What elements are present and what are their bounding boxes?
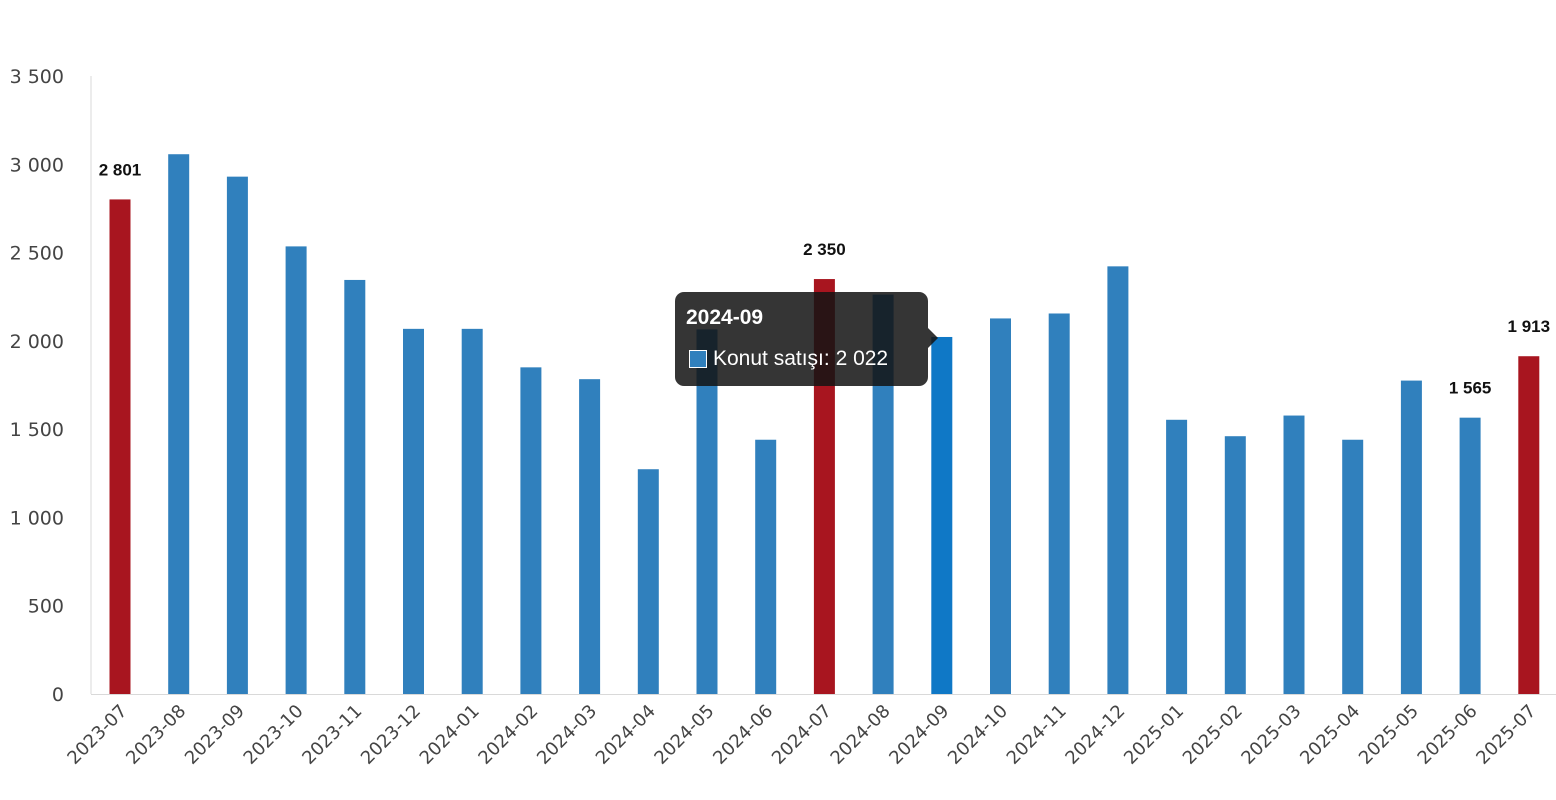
tooltip-arrow-icon [928, 328, 938, 348]
x-tick-label: 2024-06 [709, 701, 777, 769]
x-tick-label: 2023-08 [122, 701, 190, 769]
x-tick-label: 2025-01 [1120, 701, 1188, 769]
y-tick-label: 3 500 [10, 66, 64, 88]
bar-2025-01[interactable] [1166, 419, 1188, 694]
bar-2024-09[interactable] [931, 336, 953, 694]
y-axis: 0 500 1 000 1 500 2 000 2 500 3 000 3 500 [10, 66, 92, 706]
bar-2023-10[interactable] [285, 246, 307, 695]
x-tick-label: 2025-06 [1414, 701, 1482, 769]
x-tick-label: 2023-12 [357, 701, 425, 769]
x-tick-label: 2024-12 [1061, 701, 1129, 769]
bar-2025-02[interactable] [1224, 436, 1246, 694]
bar-2025-03[interactable] [1283, 415, 1305, 694]
x-tick-label: 2024-05 [650, 701, 718, 769]
tooltip-title: 2024-09 [686, 306, 764, 329]
bar-2025-04[interactable] [1342, 439, 1364, 694]
bar-2025-06[interactable] [1459, 417, 1481, 694]
bar-2023-08[interactable] [168, 154, 190, 695]
bars [109, 154, 1540, 695]
tooltip: 2024-09 Konut satışı: 2 022 [675, 292, 938, 386]
bar-2024-12[interactable] [1107, 266, 1129, 694]
bar-2024-02[interactable] [520, 367, 542, 694]
data-label: 1 565 [1449, 379, 1492, 398]
x-tick-label: 2024-08 [827, 701, 895, 769]
data-label: 2 801 [99, 160, 142, 179]
y-tick-label: 2 000 [10, 331, 64, 353]
bar-2023-12[interactable] [403, 328, 424, 694]
x-tick-label: 2025-05 [1355, 701, 1423, 769]
bar-2023-09[interactable] [226, 176, 248, 694]
x-tick-label: 2024-04 [592, 701, 660, 769]
y-tick-label: 0 [52, 684, 64, 706]
x-tick-label: 2024-02 [474, 701, 542, 769]
x-tick-label: 2023-11 [298, 701, 366, 769]
x-tick-label: 2025-02 [1179, 701, 1247, 769]
tooltip-row: Konut satışı: 2 022 [689, 347, 888, 371]
bar-2024-08[interactable] [872, 294, 894, 694]
bar-2024-01[interactable] [461, 328, 483, 694]
y-tick-label: 1 500 [10, 419, 64, 441]
tooltip-swatch-icon [689, 350, 707, 368]
x-tick-label: 2024-09 [885, 701, 953, 769]
x-tick-label: 2023-10 [240, 701, 308, 769]
bar-2024-03[interactable] [579, 379, 601, 694]
bar-2024-04[interactable] [637, 469, 659, 694]
bar-2024-06[interactable] [755, 439, 777, 694]
data-label: 2 350 [803, 240, 846, 259]
y-tick-label: 2 500 [10, 243, 64, 265]
x-tick-label: 2024-03 [533, 701, 601, 769]
bar-2024-05[interactable] [696, 329, 718, 694]
bar-2025-05[interactable] [1400, 380, 1422, 694]
tooltip-value: Konut satışı: 2 022 [713, 347, 889, 370]
x-tick-label: 2024-01 [416, 701, 484, 769]
bar-2023-07[interactable] [109, 199, 131, 694]
bar-2025-07[interactable] [1518, 356, 1540, 694]
bar-2024-10[interactable] [990, 318, 1011, 694]
x-tick-label: 2024-11 [1003, 701, 1071, 769]
x-tick-label: 2025-07 [1472, 701, 1540, 769]
y-tick-label: 1 000 [10, 507, 64, 529]
data-label: 1 913 [1508, 317, 1551, 336]
x-tick-label: 2023-07 [63, 701, 131, 769]
x-axis: 2023-072023-082023-092023-102023-112023-… [63, 694, 1556, 769]
x-tick-label: 2025-03 [1237, 701, 1305, 769]
bar-2024-11[interactable] [1048, 313, 1070, 694]
x-tick-label: 2024-07 [768, 701, 836, 769]
y-tick-label: 500 [28, 596, 64, 618]
x-tick-label: 2024-10 [944, 701, 1012, 769]
x-tick-label: 2023-09 [181, 701, 249, 769]
data-labels: 2 801 2 350 1 565 1 913 [99, 160, 1550, 397]
bar-2023-11[interactable] [344, 279, 366, 694]
y-tick-label: 3 000 [10, 154, 64, 176]
x-tick-label: 2025-04 [1296, 701, 1364, 769]
